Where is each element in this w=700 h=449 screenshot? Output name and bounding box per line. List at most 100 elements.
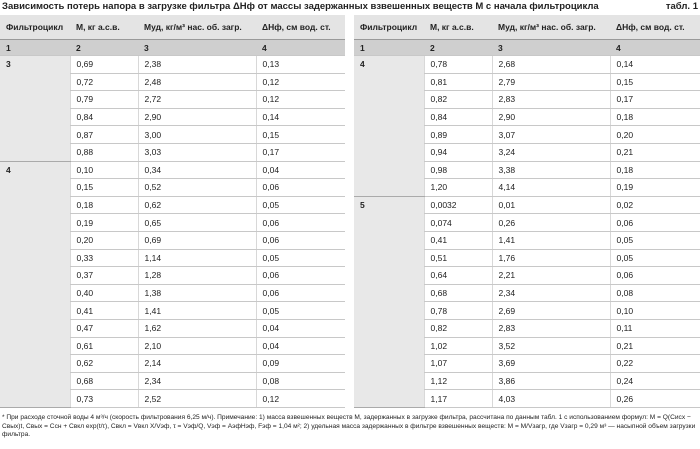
cell: 0,15 [609,73,700,92]
column-header: Mуд, кг/м³ нас. об. загр. [138,15,256,40]
cell: 0,13 [255,55,345,74]
cell: 3,24 [491,143,610,162]
cell: 0,05 [255,249,345,268]
column-number: 3 [492,39,610,56]
data-row: 0,89 3,07 0,20 [354,125,700,144]
data-row: 0,47 1,62 0,04 [0,319,345,338]
cell: 0,12 [255,90,345,109]
cell: 0,17 [609,90,700,109]
column-number: 3 [138,39,256,56]
cell: 0,05 [609,231,700,250]
cell: 4,14 [491,178,610,197]
cell: 2,83 [491,90,610,109]
column-number: 1 [0,39,70,56]
cell: 2,34 [491,284,610,303]
data-row: 0,15 0,52 0,06 [0,178,345,197]
cell: 0,02 [609,196,700,215]
cell: 0,14 [609,55,700,74]
cell: 1,41 [137,301,256,320]
data-row: 0,98 3,38 0,18 [354,161,700,180]
data-row: 0,51 1,76 0,05 [354,249,700,268]
cell: 0,33 [69,249,138,268]
cell: 0,06 [255,178,345,197]
cell: 0,15 [69,178,138,197]
cell: 0,01 [491,196,610,215]
cycle-cell: 5 [354,196,424,408]
cell: 0,06 [609,266,700,285]
cell: 0,82 [423,319,492,338]
cell: 0,21 [609,143,700,162]
column-header: ΔHф, см вод. ст. [610,15,700,40]
cell: 0,88 [69,143,138,162]
header-row: Фильтроцикл M, кг а.с.в. Mуд, кг/м³ нас. о… [354,15,700,40]
cell: 0,69 [137,231,256,250]
cell: 0,04 [255,319,345,338]
cell: 0,82 [423,90,492,109]
cell: 0,06 [255,213,345,232]
cell: 0,04 [255,337,345,356]
data-row: 0,78 2,69 0,10 [354,301,700,320]
data-row: 0,41 1,41 0,05 [0,301,345,320]
data-row: 0,62 2,14 0,09 [0,354,345,373]
cell: 1,28 [137,266,256,285]
cell: 0,18 [609,161,700,180]
cell: 0,09 [255,354,345,373]
table-label: табл. 1 [665,1,698,12]
cell: 0,22 [609,354,700,373]
table: Фильтроцикл M, кг а.с.в. Mуд, кг/м³ нас. о… [354,15,700,408]
table: Фильтроцикл M, кг а.с.в. Mуд, кг/м³ нас. о… [0,15,345,408]
cell: 0,06 [255,284,345,303]
cell: 0,78 [423,301,492,320]
data-row: 0,72 2,48 0,12 [0,73,345,92]
cell: 2,90 [137,108,256,127]
cell: 0,81 [423,73,492,92]
cell: 0,41 [423,231,492,250]
data-row: 0,88 3,03 0,17 [0,143,345,162]
cell: 0,68 [69,372,138,391]
cell: 2,48 [137,73,256,92]
cell: 0,12 [255,73,345,92]
cell: 0,074 [423,213,492,232]
data-row: 0,40 1,38 0,06 [0,284,345,303]
cell: 0,41 [69,301,138,320]
cell: 0,19 [609,178,700,197]
cell: 1,07 [423,354,492,373]
data-row: 0,82 2,83 0,17 [354,90,700,109]
cell: 2,90 [491,108,610,127]
cell: 1,17 [423,389,492,408]
cell: 1,76 [491,249,610,268]
column-header: Фильтроцикл [354,15,424,40]
cell: 3,69 [491,354,610,373]
cell: 2,72 [137,90,256,109]
data-row: 3 0,69 2,38 0,13 [0,55,345,162]
cell: 0,47 [69,319,138,338]
column-header: Фильтроцикл [0,15,70,40]
cell: 0,37 [69,266,138,285]
cell: 0,15 [255,125,345,144]
data-row: 1,20 4,14 0,19 [354,178,700,197]
data-row: 0,68 2,34 0,08 [354,284,700,303]
cycle-cell: 4 [354,55,424,197]
cell: 0,05 [609,249,700,268]
cell: 0,73 [69,389,138,408]
cell: 0,98 [423,161,492,180]
cell: 0,72 [69,73,138,92]
cell: 0,34 [137,161,256,180]
cell: 2,83 [491,319,610,338]
data-row: 0,074 0,26 0,06 [354,213,700,232]
cell: 1,38 [137,284,256,303]
footnote: * При расходе сточной воды 4 м³/ч (скоро… [2,414,696,439]
data-row: 1,12 3,86 0,24 [354,372,700,391]
data-row: 0,84 2,90 0,18 [354,108,700,127]
data-row: 0,79 2,72 0,12 [0,90,345,109]
cell: 4,03 [491,389,610,408]
cell: 2,34 [137,372,256,391]
data-row: 4 0,78 2,68 0,14 [354,55,700,197]
cell: 0,69 [69,55,138,74]
cell: 2,68 [491,55,610,74]
cell: 0,64 [423,266,492,285]
cell: 0,11 [609,319,700,338]
cell: 3,03 [137,143,256,162]
